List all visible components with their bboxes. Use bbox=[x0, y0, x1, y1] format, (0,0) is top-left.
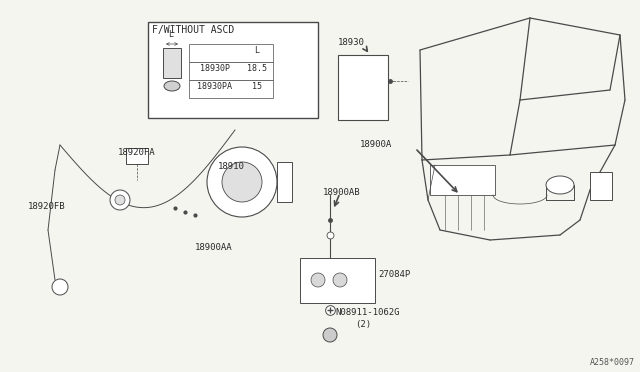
Bar bbox=[189, 44, 273, 62]
Bar bbox=[163, 48, 181, 78]
Text: 18930PA: 18930PA bbox=[198, 82, 232, 91]
Bar bbox=[338, 55, 388, 120]
Text: L: L bbox=[255, 46, 259, 55]
Text: F/WITHOUT ASCD: F/WITHOUT ASCD bbox=[152, 25, 234, 35]
Circle shape bbox=[222, 162, 262, 202]
Circle shape bbox=[115, 195, 125, 205]
Text: 27084P: 27084P bbox=[378, 270, 410, 279]
Circle shape bbox=[311, 273, 325, 287]
Bar bbox=[430, 165, 495, 195]
Ellipse shape bbox=[164, 81, 180, 91]
Circle shape bbox=[52, 279, 68, 295]
Bar bbox=[189, 62, 273, 80]
Text: 18900AA: 18900AA bbox=[195, 243, 232, 252]
Text: N08911-1062G: N08911-1062G bbox=[335, 308, 399, 317]
Bar bbox=[300, 258, 375, 303]
Circle shape bbox=[207, 147, 277, 217]
Bar bbox=[189, 80, 273, 98]
Ellipse shape bbox=[546, 176, 574, 194]
Text: 18920FB: 18920FB bbox=[28, 202, 66, 211]
Text: 18910: 18910 bbox=[218, 162, 245, 171]
Text: 18900AB: 18900AB bbox=[323, 188, 360, 197]
Text: 18930P: 18930P bbox=[200, 64, 230, 73]
Bar bbox=[148, 22, 318, 118]
Text: L: L bbox=[168, 30, 173, 39]
Text: 18930: 18930 bbox=[338, 38, 365, 47]
Text: 18920FA: 18920FA bbox=[118, 148, 156, 157]
Text: 18.5: 18.5 bbox=[247, 64, 267, 73]
Circle shape bbox=[333, 273, 347, 287]
Circle shape bbox=[110, 190, 130, 210]
Bar bbox=[126, 148, 148, 164]
Bar bbox=[590, 172, 612, 200]
Text: 18900A: 18900A bbox=[360, 140, 392, 149]
Bar bbox=[277, 162, 292, 202]
Text: (2): (2) bbox=[355, 320, 371, 329]
Text: A258*0097: A258*0097 bbox=[590, 358, 635, 367]
Text: 15: 15 bbox=[252, 82, 262, 91]
Circle shape bbox=[323, 328, 337, 342]
